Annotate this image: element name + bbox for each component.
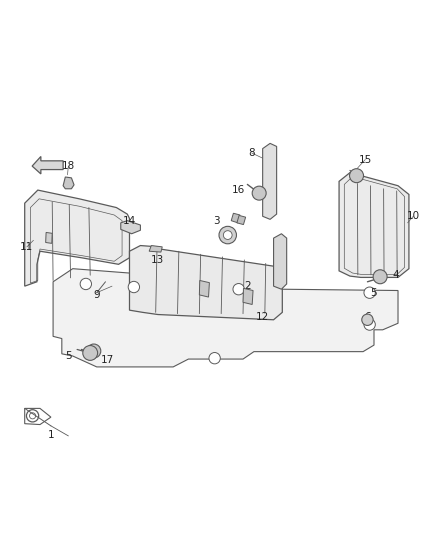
Circle shape xyxy=(87,344,101,358)
Circle shape xyxy=(252,186,266,200)
Polygon shape xyxy=(199,280,209,297)
Circle shape xyxy=(350,169,364,183)
Text: 14: 14 xyxy=(123,216,136,225)
Polygon shape xyxy=(46,232,52,244)
Polygon shape xyxy=(339,173,409,277)
Text: 8: 8 xyxy=(248,148,255,158)
Circle shape xyxy=(219,227,237,244)
Text: 11: 11 xyxy=(20,242,34,252)
Circle shape xyxy=(362,314,373,326)
Polygon shape xyxy=(237,215,246,224)
Text: 17: 17 xyxy=(101,356,114,365)
Circle shape xyxy=(364,319,375,330)
Circle shape xyxy=(209,352,220,364)
Polygon shape xyxy=(263,143,277,220)
Circle shape xyxy=(233,284,244,295)
Polygon shape xyxy=(121,221,141,234)
Text: 3: 3 xyxy=(213,216,220,225)
Polygon shape xyxy=(243,288,253,304)
Text: 10: 10 xyxy=(407,211,420,221)
Text: 12: 12 xyxy=(256,312,269,322)
Circle shape xyxy=(223,231,232,239)
Circle shape xyxy=(364,287,375,298)
Circle shape xyxy=(373,270,387,284)
Polygon shape xyxy=(274,234,287,289)
Circle shape xyxy=(128,281,140,293)
Polygon shape xyxy=(32,157,63,174)
Text: 4: 4 xyxy=(392,270,399,280)
Text: 9: 9 xyxy=(93,290,100,300)
Text: 15: 15 xyxy=(359,155,372,165)
Text: 5: 5 xyxy=(65,351,72,361)
Polygon shape xyxy=(231,213,240,223)
Circle shape xyxy=(80,278,92,289)
Circle shape xyxy=(83,345,98,360)
Text: 6: 6 xyxy=(364,312,371,322)
Text: 16: 16 xyxy=(232,185,245,195)
Text: 2: 2 xyxy=(244,281,251,291)
Text: 13: 13 xyxy=(151,255,165,265)
Text: 1: 1 xyxy=(48,430,54,440)
Polygon shape xyxy=(63,177,74,189)
Polygon shape xyxy=(53,269,398,367)
Polygon shape xyxy=(130,246,283,320)
Polygon shape xyxy=(149,246,162,252)
Text: 18: 18 xyxy=(62,161,75,171)
Text: 7: 7 xyxy=(224,235,231,245)
Text: 5: 5 xyxy=(371,288,377,298)
Polygon shape xyxy=(25,190,130,286)
